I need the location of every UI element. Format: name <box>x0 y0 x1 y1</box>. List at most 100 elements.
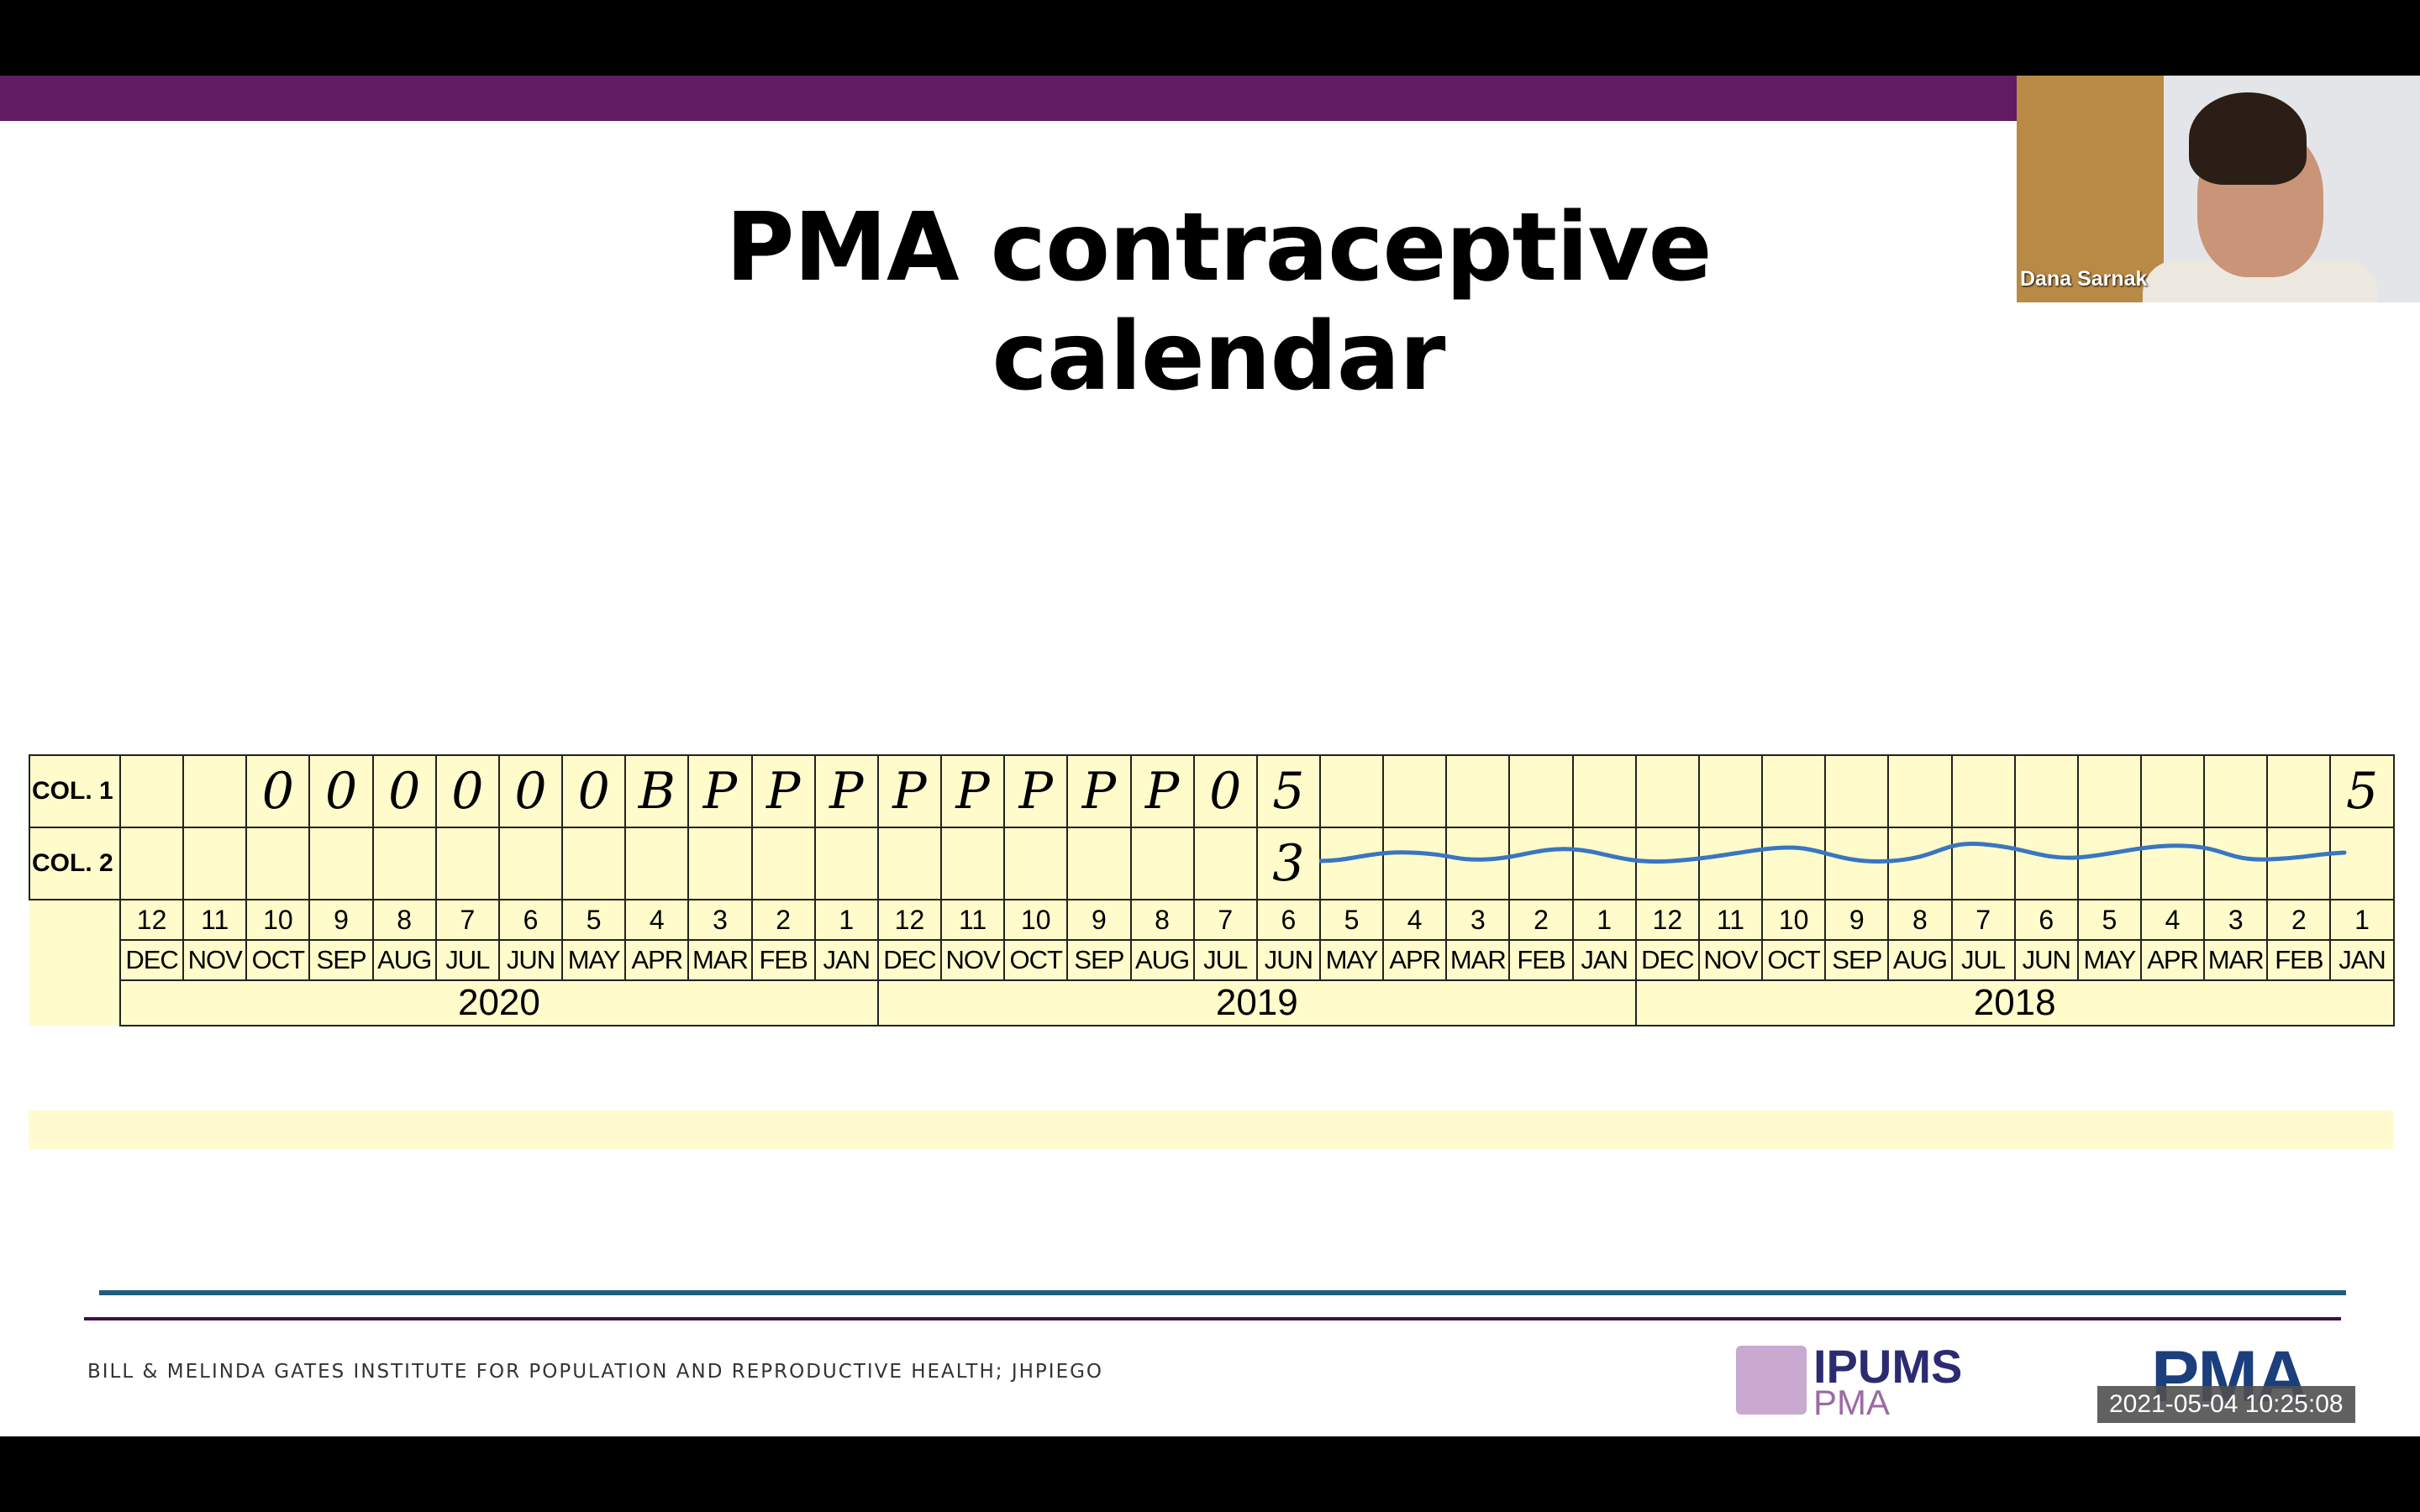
month-number-cell: 7 <box>1192 899 1258 941</box>
col1-cell: P <box>1003 754 1069 828</box>
month-number-cell: 4 <box>2139 899 2206 941</box>
col1-cell: B <box>624 754 690 828</box>
col1-cell <box>1318 754 1385 828</box>
col1-cell <box>1571 754 1637 828</box>
ipums-logo-mark <box>1736 1346 1807 1415</box>
month-number-cell: 1 <box>2329 899 2395 941</box>
col1-cell: P <box>750 754 816 828</box>
col2-cell <box>118 827 185 900</box>
footer-rule-purple <box>84 1317 2341 1320</box>
month-number-cell: 5 <box>561 899 627 941</box>
month-name-cell: JUN <box>2013 939 2079 981</box>
month-number-cell: 11 <box>182 899 248 941</box>
row-label-col2: COL. 2 <box>29 827 121 900</box>
month-number-cell: 2 <box>2266 899 2332 941</box>
calendar-row-years: 2020 2019 2018 <box>29 979 2395 1026</box>
month-number-cell: 12 <box>876 899 943 941</box>
col1-cell: 0 <box>371 754 437 828</box>
participant-video-tile[interactable]: Dana Sarnak <box>2017 76 2420 302</box>
month-name-cell: FEB <box>1508 939 1574 981</box>
month-number-cell: 7 <box>434 899 500 941</box>
col1-cell: P <box>1066 754 1132 828</box>
col1-cell: 0 <box>497 754 564 828</box>
footer-text: BILL & MELINDA GATES INSTITUTE FOR POPUL… <box>87 1361 1104 1383</box>
month-number-cell: 9 <box>1824 899 1890 941</box>
col1-cell <box>1950 754 2016 828</box>
calendar-row-col2: COL. 2 3 <box>29 827 2395 900</box>
col2-cell <box>371 827 437 900</box>
month-name-cell: JAN <box>813 939 879 981</box>
month-name-cell: JUL <box>434 939 500 981</box>
month-name-cell: JAN <box>2329 939 2395 981</box>
month-name-cell: JUN <box>497 939 564 981</box>
col1-cell <box>2203 754 2269 828</box>
col1-cell <box>118 754 185 828</box>
col1-cell <box>2139 754 2206 828</box>
month-name-cell: FEB <box>2266 939 2332 981</box>
col1-cell <box>2076 754 2143 828</box>
col1-cell: 5 <box>2329 754 2395 828</box>
col2-cell <box>308 827 374 900</box>
col2-cell <box>1761 827 1827 900</box>
participant-name-label: Dana Sarnak <box>2020 267 2148 291</box>
month-name-cell: APR <box>1382 939 1448 981</box>
col2-cell: 3 <box>1255 827 1321 900</box>
col1-cell: P <box>813 754 879 828</box>
month-name-cell: MAY <box>2076 939 2143 981</box>
month-name-cell: JUL <box>1192 939 1258 981</box>
blank-cell <box>29 900 120 940</box>
col1-cell: 0 <box>434 754 500 828</box>
video-participant-hair <box>2189 92 2307 185</box>
month-number-cell: 3 <box>1445 899 1511 941</box>
col1-cell <box>1697 754 1764 828</box>
calendar-pale-strip <box>29 1110 2393 1149</box>
col1-cell: P <box>876 754 943 828</box>
month-number-cell: 11 <box>1697 899 1764 941</box>
col2-cell <box>624 827 690 900</box>
month-number-cell: 8 <box>371 899 437 941</box>
col1-cell <box>182 754 248 828</box>
month-number-cell: 12 <box>118 899 185 941</box>
month-name-cell: MAR <box>1445 939 1511 981</box>
month-number-cell: 4 <box>1382 899 1448 941</box>
col2-cell <box>497 827 564 900</box>
month-name-cell: NOV <box>1697 939 1764 981</box>
col1-cell <box>1445 754 1511 828</box>
col1-cell: 0 <box>308 754 374 828</box>
col2-cell <box>1571 827 1637 900</box>
col1-cell <box>2266 754 2332 828</box>
col2-cell <box>1129 827 1195 900</box>
month-number-cell: 6 <box>1255 899 1321 941</box>
slide-top-bar <box>0 76 2017 121</box>
month-name-cell: MAY <box>561 939 627 981</box>
recording-timestamp: 2021-05-04 10:25:08 <box>2097 1386 2355 1423</box>
col1-cell: 0 <box>1192 754 1258 828</box>
col1-cell <box>1634 754 1700 828</box>
month-name-cell: DEC <box>118 939 185 981</box>
month-name-cell: NOV <box>940 939 1006 981</box>
col2-cell <box>1508 827 1574 900</box>
year-cell: 2018 <box>1634 979 2395 1026</box>
month-number-cell: 7 <box>1950 899 2016 941</box>
month-number-cell: 1 <box>1571 899 1637 941</box>
col2-cell <box>1445 827 1511 900</box>
calendar-row-month-numbers: 12 11 10 9 8 7 6 5 4 3 2 1 12 11 10 9 8 7 6 5 4 3 2 1 12 11 10 9 8 7 6… <box>29 899 2395 941</box>
col2-cell <box>2139 827 2206 900</box>
month-number-cell: 6 <box>2013 899 2079 941</box>
ipums-logo-text: IPUMS <box>1813 1340 1963 1393</box>
month-number-cell: 5 <box>2076 899 2143 941</box>
footer-rule-teal <box>99 1290 2346 1295</box>
month-number-cell: 5 <box>1318 899 1385 941</box>
month-name-cell: JUL <box>1950 939 2016 981</box>
col1-cell <box>1508 754 1574 828</box>
col2-cell <box>2076 827 2143 900</box>
blank-cell <box>29 980 120 1026</box>
month-number-cell: 11 <box>940 899 1006 941</box>
month-number-cell: 9 <box>1066 899 1132 941</box>
col1-cell: 0 <box>561 754 627 828</box>
col1-cell: P <box>687 754 753 828</box>
month-name-cell: APR <box>2139 939 2206 981</box>
col2-cell <box>2266 827 2332 900</box>
col1-cell: 0 <box>245 754 311 828</box>
